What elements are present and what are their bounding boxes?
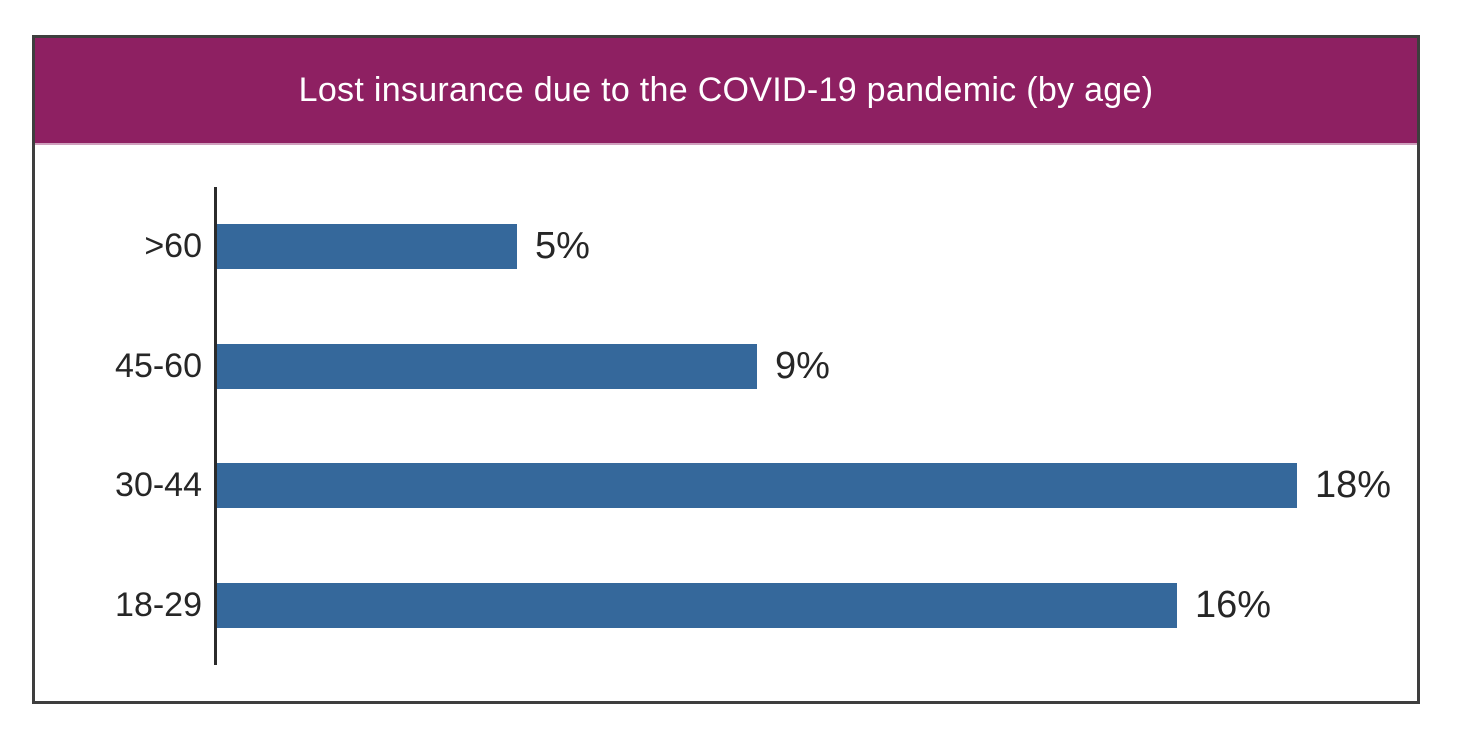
bar-row: >60 5% [35,187,1417,307]
bar-track: 5% [217,224,1417,270]
chart-title-bar: Lost insurance due to the COVID-19 pande… [35,38,1417,145]
bar [217,582,1177,628]
value-label: 18% [1315,464,1392,507]
bar-track: 18% [217,463,1417,509]
y-axis-line [214,187,217,665]
chart-title: Lost insurance due to the COVID-19 pande… [298,71,1154,109]
plot-area: >60 5% 45-60 9% 30-44 18% 18-29 16% [35,145,1417,700]
category-label: 18-29 [115,585,202,624]
bar [217,463,1297,509]
value-label: 9% [775,344,830,387]
bar-row: 18-29 16% [35,546,1417,666]
chart-frame: Lost insurance due to the COVID-19 pande… [32,35,1420,704]
bar [217,343,757,389]
bar-row: 45-60 9% [35,307,1417,427]
bar-track: 16% [217,582,1417,628]
bars-container: >60 5% 45-60 9% 30-44 18% 18-29 16% [35,187,1417,665]
category-label: 30-44 [115,466,202,505]
value-label: 5% [535,225,590,268]
bar-row: 30-44 18% [35,426,1417,546]
bar [217,224,517,270]
category-label: >60 [144,227,202,266]
category-label: 45-60 [115,346,202,385]
value-label: 16% [1195,583,1272,626]
bar-track: 9% [217,343,1417,389]
